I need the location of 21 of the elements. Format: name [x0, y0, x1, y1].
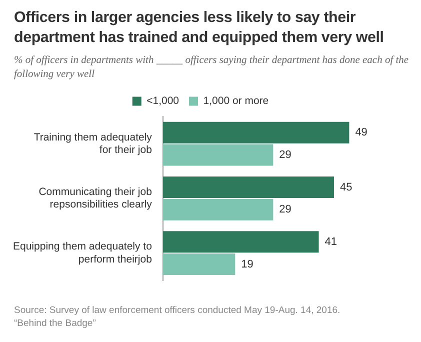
bar	[162, 144, 274, 166]
y-tick-label: Communicating their job repsonsibilities clearly	[38, 186, 153, 211]
bar	[162, 176, 334, 198]
text: “Behind the Badge”	[14, 317, 97, 330]
data-label: 29	[279, 149, 292, 162]
chart-subtitle: % of officers in departments with _____ officers saying their department has done each of the following very well	[14, 54, 410, 82]
bar	[162, 198, 274, 220]
data-label: 29	[279, 204, 292, 216]
y-tick-label: Equipping them adequately to perform theirjob	[13, 240, 152, 266]
y-tick-label: Training them adequately for their job	[34, 131, 153, 156]
data-label: 19	[241, 258, 254, 270]
chart-title: Officers in larger agencies less likely to say their department has trained and equipped them very well	[14, 8, 385, 48]
data-label: 49	[355, 126, 368, 139]
legend-label: <1,000	[146, 95, 180, 108]
legend-label: 1,000 or more	[203, 95, 269, 108]
data-label: 45	[340, 181, 352, 194]
bar	[162, 122, 350, 144]
data-label: 41	[324, 236, 338, 248]
bar	[162, 254, 236, 276]
bar	[162, 231, 319, 253]
source-note: Source: Survey of law enforcement officers conducted May 19-Aug. 14, 2016.	[14, 304, 340, 317]
